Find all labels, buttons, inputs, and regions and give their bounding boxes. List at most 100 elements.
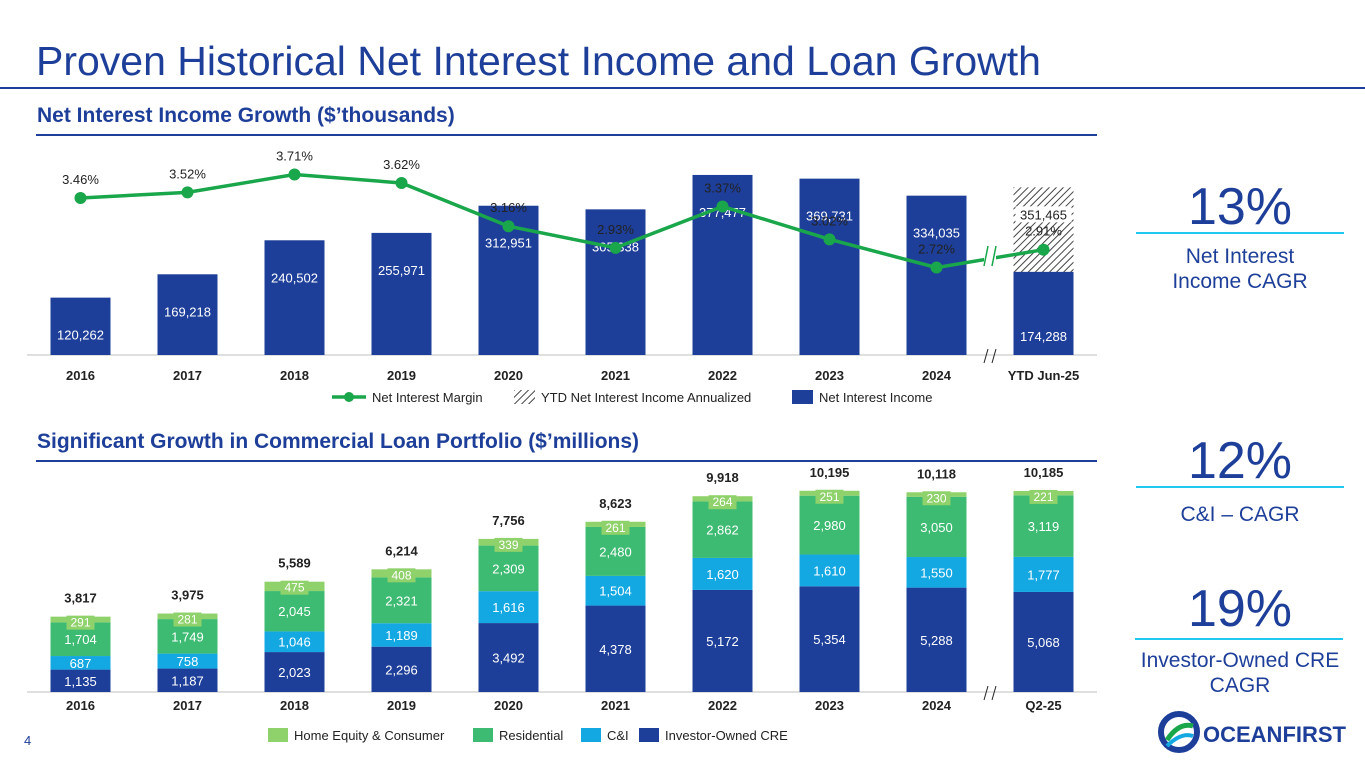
home-equity-label-bg [173, 612, 202, 627]
nim-label: 3.62% [383, 157, 420, 172]
kpi-nii-cagr-label: Net Interest Income CAGR [1172, 245, 1308, 293]
nii-bar-label: 240,502 [271, 270, 318, 285]
nii-bar-label: 174,288 [1020, 329, 1067, 344]
nii-category-label: 2022 [708, 368, 737, 383]
home-equity-label-bg [387, 568, 416, 583]
home-equity-label: 408 [391, 568, 411, 582]
nii-category-label: 2020 [494, 368, 523, 383]
home-equity-label: 339 [498, 538, 518, 552]
nii-category-label: 2024 [922, 368, 952, 383]
ci-bar-segment [1013, 556, 1074, 592]
nim-point [716, 200, 729, 213]
nii-bar-label: 334,035 [913, 226, 960, 241]
nim-point [74, 192, 87, 204]
kpi-cre-cagr: 19% Investor-Owned CRE CAGR [1115, 580, 1365, 698]
home-equity-label: 281 [177, 613, 197, 627]
loan-total-label: 10,118 [917, 466, 956, 481]
home-equity-label-bg [815, 489, 844, 504]
home-equity-label: 251 [819, 490, 839, 504]
nii-category-label: 2018 [280, 368, 309, 383]
kpi-nii-cagr-value: 13% [1187, 178, 1293, 236]
legend-residential-swatch [473, 728, 493, 742]
loan-category-label: 2016 [66, 698, 95, 713]
nii-bar [906, 195, 967, 355]
ci-bar-label: 1,189 [385, 628, 418, 643]
home-equity-label-bg [66, 615, 95, 630]
ci-bar-segment [50, 656, 111, 670]
legend-cre-label: Investor-Owned CRE [665, 728, 788, 743]
cre-bar-segment [1013, 591, 1074, 692]
loan-chart-subtitle: Significant Growth in Commercial Loan Po… [37, 430, 640, 453]
nii-bar [264, 240, 325, 355]
kpi-nii-divider [1136, 232, 1344, 234]
residential-bar-segment [692, 501, 753, 558]
nii-category-label: 2016 [66, 368, 95, 383]
loan-category-label: 2018 [280, 698, 309, 713]
loan-category-label: 2020 [494, 698, 523, 713]
nim-point [930, 261, 943, 274]
kpi-ci-divider [1136, 486, 1344, 488]
cre-bar-label: 5,172 [706, 634, 739, 649]
nii-axis-break-mark [983, 348, 997, 364]
loan-total-label: 3,817 [64, 591, 97, 606]
ci-bar-label: 687 [70, 656, 92, 671]
residential-bar-segment [478, 545, 539, 592]
legend-home-equity-label: Home Equity & Consumer [294, 728, 445, 743]
legend-nim-swatch-dot [344, 392, 354, 402]
ci-bar-segment [157, 653, 218, 669]
nim-label: 3.02% [811, 213, 848, 228]
nim-point [502, 220, 515, 233]
nii-bar-label: 255,971 [378, 263, 425, 278]
cre-bar-label: 5,068 [1027, 635, 1060, 650]
loan-total-label: 8,623 [599, 496, 632, 511]
residential-bar-label: 1,704 [64, 632, 97, 647]
nii-bar-label: 369,731 [806, 209, 853, 224]
ci-bar-label: 1,616 [492, 600, 525, 615]
nim-point [1037, 243, 1050, 256]
ci-bar-label: 1,610 [813, 563, 846, 578]
loan-total-label: 5,589 [278, 556, 311, 571]
loan-category-label: Q2-25 [1025, 698, 1061, 713]
loan-chart: 1,135 687 1,704 291 3,817 1,187 758 1,749 281 3,9… [27, 465, 1097, 743]
home-equity-label: 230 [926, 491, 946, 505]
nim-label: 2.91% [1025, 224, 1062, 239]
nim-point [395, 176, 408, 189]
home-equity-label-bg [1029, 489, 1058, 504]
home-equity-label: 221 [1033, 490, 1053, 504]
kpi-ci-cagr-value: 12% [1187, 432, 1293, 490]
nim-label: 3.46% [62, 172, 99, 187]
nim-break-mark [983, 245, 997, 267]
home-equity-label-bg [494, 537, 523, 552]
cre-bar-segment [585, 605, 646, 692]
nii-bar [371, 232, 432, 355]
legend-ci-label: C&I [607, 728, 629, 743]
kpi-cre-cagr-value: 19% [1187, 580, 1293, 638]
nii-subtitle-divider [36, 134, 1097, 136]
nii-bar [1013, 271, 1074, 355]
home-equity-label: 291 [70, 616, 90, 630]
residential-bar-segment [1013, 495, 1074, 557]
ci-bar-label: 1,046 [278, 635, 311, 650]
nim-label: 3.71% [276, 149, 313, 164]
residential-bar-label: 2,480 [599, 544, 632, 559]
home-equity-label: 475 [284, 581, 304, 595]
nii-chart: 351,465 120,262 169,218 240,502 255,971 312,9… [27, 149, 1097, 405]
residential-bar-label: 2,980 [813, 518, 846, 533]
cre-bar-label: 1,135 [64, 674, 97, 689]
loan-total-label: 7,756 [492, 513, 525, 528]
loan-total-label: 10,185 [1024, 465, 1064, 480]
kpi-ci-cagr: 12% C&I – CAGR [1120, 432, 1360, 527]
cre-bar-label: 1,187 [171, 673, 204, 688]
residential-bar-segment [264, 591, 325, 632]
oceanfirst-logo: OCEANFIRST [1158, 711, 1347, 753]
residential-bar-segment [585, 526, 646, 576]
legend-ci-swatch [581, 728, 601, 742]
nim-point [288, 168, 301, 181]
legend-annualized-swatch [514, 390, 535, 404]
nim-label: 3.37% [704, 180, 741, 195]
cre-bar-label: 3,492 [492, 651, 525, 666]
kpi-ci-cagr-label: C&I – CAGR [1180, 503, 1300, 526]
ci-bar-segment [906, 557, 967, 588]
ci-bar-label: 1,620 [706, 567, 739, 582]
cre-bar-segment [50, 669, 111, 692]
